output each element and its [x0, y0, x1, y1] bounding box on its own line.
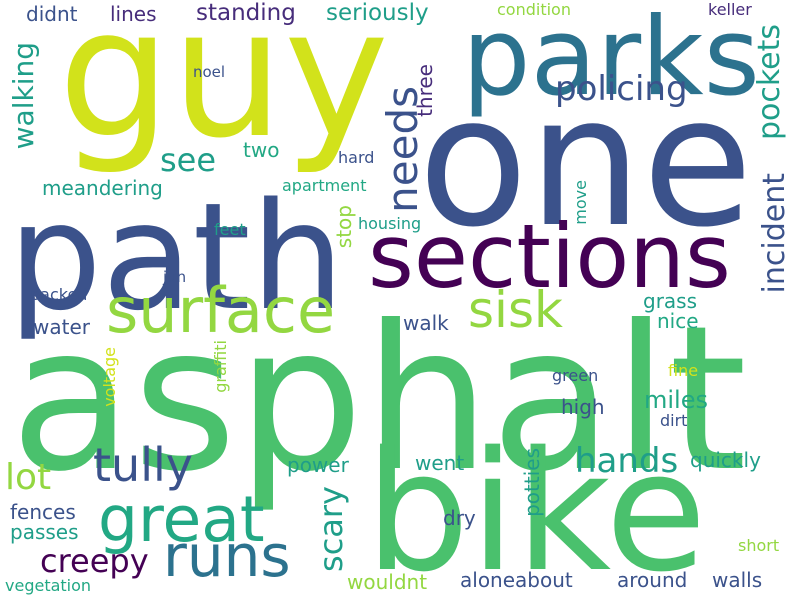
word-high: high: [561, 395, 605, 419]
word-path: path: [8, 171, 345, 343]
word-creepy: creepy: [40, 542, 149, 580]
word-runs: runs: [163, 522, 291, 590]
word-standing: standing: [196, 0, 296, 26]
word-dirt: dirt: [660, 411, 688, 430]
word-three: three: [413, 64, 437, 117]
word-wouldnt: wouldnt: [347, 570, 428, 594]
word-short: short: [738, 536, 780, 555]
word-great: great: [98, 483, 265, 556]
word-seriously: seriously: [326, 0, 429, 26]
word-voltage: voltage: [100, 347, 119, 407]
word-sections: sections: [368, 205, 731, 308]
word-see: see: [160, 141, 217, 179]
word-water: water: [33, 315, 90, 339]
word-jun: jun: [163, 268, 187, 286]
word-move: move: [571, 180, 590, 225]
word-fine: fine: [668, 361, 699, 380]
word-parks: parks: [462, 0, 760, 120]
word-walking: walking: [7, 42, 40, 150]
word-fences: fences: [10, 500, 76, 524]
word-didnt: didnt: [26, 2, 78, 26]
word-incident: incident: [757, 173, 792, 294]
word-walk: walk: [403, 311, 449, 335]
word-nice: nice: [657, 309, 699, 333]
word-lines: lines: [110, 2, 157, 26]
word-policing: policing: [555, 69, 688, 109]
word-keller: keller: [708, 0, 752, 19]
word-two: two: [243, 138, 280, 162]
word-hands: hands: [575, 441, 679, 481]
word-quickly: quickly: [690, 448, 761, 472]
word-dry: dry: [443, 506, 476, 530]
word-hard: hard: [338, 148, 375, 167]
word-packed: packed: [30, 285, 88, 304]
word-stop: stop: [332, 205, 356, 249]
word-pockets: pockets: [752, 24, 787, 141]
word-potties: potties: [520, 448, 544, 517]
word-noel: noel: [193, 63, 226, 81]
word-housing: housing: [358, 214, 422, 233]
word-aloneabout: aloneabout: [460, 568, 573, 592]
word-one: one: [418, 58, 753, 267]
word-guy: guy: [58, 0, 390, 177]
word-bike: bike: [365, 416, 707, 600]
word-condition: condition: [497, 0, 571, 19]
word-surface: surface: [106, 274, 336, 347]
word-scary: scary: [312, 486, 350, 572]
word-feet: feet: [214, 220, 246, 239]
word-went: went: [415, 451, 465, 475]
word-green: green: [552, 366, 599, 385]
word-around: around: [617, 568, 688, 592]
word-miles: miles: [644, 386, 708, 414]
word-asphalt: asphalt: [10, 283, 748, 516]
word-tully: tully: [93, 438, 193, 492]
word-meandering: meandering: [42, 176, 163, 200]
word-grass: grass: [643, 289, 698, 313]
word-graffiti: graffiti: [211, 340, 230, 393]
word-lot: lot: [5, 457, 52, 498]
word-sisk: sisk: [468, 281, 563, 339]
word-power: power: [287, 453, 349, 477]
word-walls: walls: [712, 568, 763, 592]
word-passes: passes: [10, 520, 79, 544]
word-vegetation: vegetation: [5, 576, 92, 595]
word-apartment: apartment: [282, 176, 367, 195]
